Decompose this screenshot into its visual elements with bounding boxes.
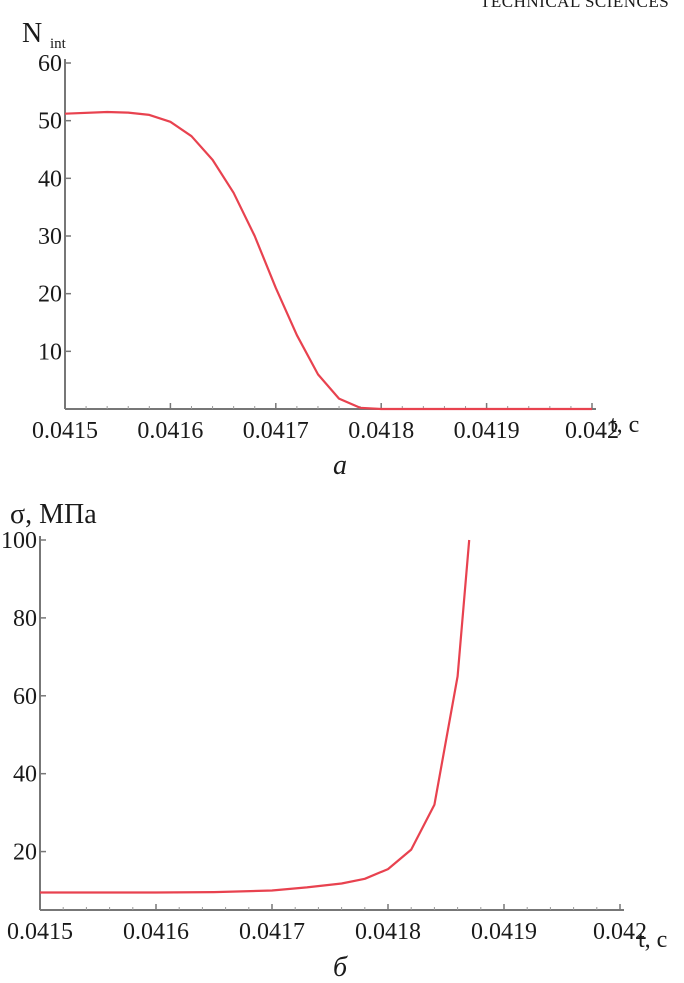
b-x-tick-label: 0.0416 xyxy=(123,919,189,945)
chart-a-axes xyxy=(64,59,596,410)
a-x-tick-label: 0.0418 xyxy=(348,418,414,444)
a-y-tick-label: 20 xyxy=(38,282,62,308)
a-y-tick-label: 40 xyxy=(38,166,62,192)
b-x-tick-label: 0.0418 xyxy=(355,919,421,945)
chart-b-ylabel: σ, МПа xyxy=(10,499,97,530)
b-y-tick-label: 40 xyxy=(13,762,37,788)
chart-a-xlabel: t, c xyxy=(610,412,639,438)
chart-a-caption: а xyxy=(333,450,347,481)
a-x-tick-label: 0.0417 xyxy=(243,418,309,444)
b-series-line xyxy=(40,539,471,894)
a-y-tick-label: 60 xyxy=(38,51,62,77)
chart-a: N int 0.0415 0.0416 0.0417 0.0418 0.0419 0.04… xyxy=(22,18,639,481)
chart-a-series xyxy=(64,110,592,411)
chart-a-ticks: 0.0415 0.0416 0.0417 0.0418 0.0419 0.042 10 20 3… xyxy=(32,51,619,444)
chart-b-axes xyxy=(39,536,624,911)
a-x-tick-label: 0.0415 xyxy=(32,418,98,444)
chart-a-ylabel: N xyxy=(22,18,42,49)
a-y-tick-label: 10 xyxy=(38,339,62,365)
chart-b-ticks: 0.0415 0.0416 0.0417 0.0418 0.0419 0.042 20 40 6… xyxy=(1,528,647,945)
b-x-tick-label: 0.0415 xyxy=(7,919,73,945)
chart-b-series xyxy=(40,539,471,894)
b-y-tick-label: 100 xyxy=(1,528,37,554)
a-y-tick-label: 50 xyxy=(38,109,62,135)
page-header: TECHNICAL SCIENCES xyxy=(480,0,670,11)
chart-b-caption: б xyxy=(333,952,348,983)
b-y-tick-label: 20 xyxy=(13,840,37,866)
a-x-tick-label: 0.042 xyxy=(565,418,619,444)
b-x-tick-label: 0.042 xyxy=(593,919,647,945)
chart-a-ylabel-sub: int xyxy=(50,36,67,52)
a-x-tick-label: 0.0419 xyxy=(454,418,520,444)
b-y-tick-label: 80 xyxy=(13,606,37,632)
b-y-tick-label: 60 xyxy=(13,684,37,710)
chart-b-xlabel: t, c xyxy=(638,927,667,953)
b-x-tick-label: 0.0417 xyxy=(239,919,305,945)
b-x-tick-label: 0.0419 xyxy=(471,919,537,945)
a-x-tick-label: 0.0416 xyxy=(137,418,203,444)
chart-b: σ, МПа 0.0415 0.0416 0.0417 0.0418 0.0419 0.0… xyxy=(1,499,667,983)
a-y-tick-label: 30 xyxy=(38,224,62,250)
a-series-line xyxy=(64,110,592,411)
